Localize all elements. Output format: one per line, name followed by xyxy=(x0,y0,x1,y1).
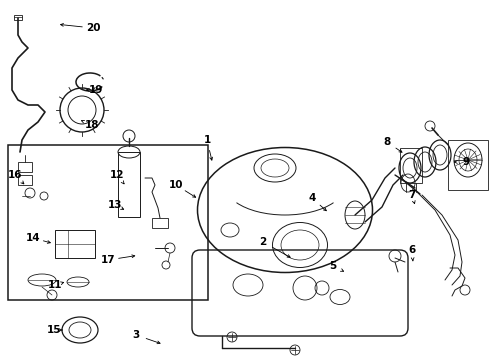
Text: 18: 18 xyxy=(85,120,99,130)
Text: 11: 11 xyxy=(48,280,62,290)
Text: 4: 4 xyxy=(308,193,316,203)
Bar xyxy=(18,162,32,172)
Text: 8: 8 xyxy=(383,137,391,147)
Text: 17: 17 xyxy=(100,255,115,265)
Text: 2: 2 xyxy=(259,237,267,247)
Text: 1: 1 xyxy=(203,135,211,145)
Text: 13: 13 xyxy=(108,200,122,210)
Text: 14: 14 xyxy=(25,233,40,243)
Bar xyxy=(55,230,95,258)
Bar xyxy=(152,218,168,228)
Text: 10: 10 xyxy=(169,180,183,190)
Bar xyxy=(18,175,32,185)
Text: 19: 19 xyxy=(89,85,103,95)
Bar xyxy=(448,140,488,190)
Text: 7: 7 xyxy=(408,190,416,200)
Bar xyxy=(14,15,22,20)
Bar xyxy=(118,152,140,217)
Bar xyxy=(8,145,208,300)
Text: 16: 16 xyxy=(8,170,22,180)
Text: 3: 3 xyxy=(132,330,140,340)
Text: 20: 20 xyxy=(86,23,100,33)
Text: 9: 9 xyxy=(463,157,469,167)
Bar xyxy=(400,148,422,183)
Text: 5: 5 xyxy=(329,261,337,271)
Text: 15: 15 xyxy=(47,325,61,335)
Text: 6: 6 xyxy=(408,245,416,255)
Text: 12: 12 xyxy=(110,170,124,180)
